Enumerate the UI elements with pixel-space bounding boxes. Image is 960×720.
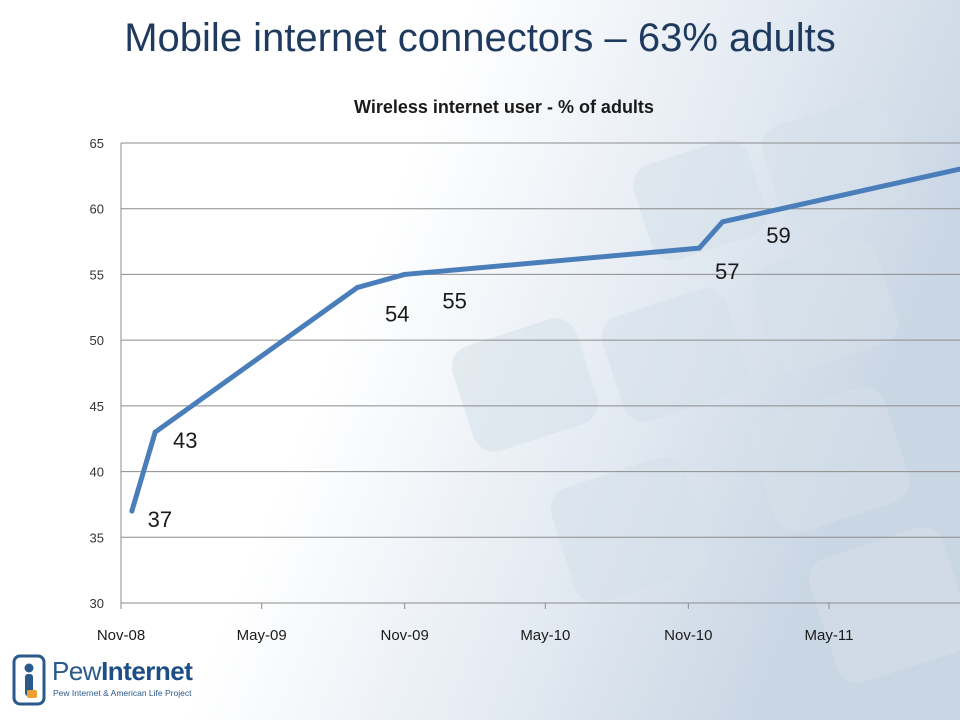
x-tick-label: May-11 — [805, 627, 854, 644]
data-labels: 37435455575963 — [148, 223, 791, 532]
logo-tagline: Pew Internet & American Life Project — [53, 688, 192, 698]
data-label: 55 — [442, 288, 466, 313]
pew-logo-icon — [12, 654, 46, 706]
y-tick-labels: 30 35 40 45 50 55 60 65 — [90, 136, 104, 611]
gridlines — [121, 142, 960, 538]
axes — [120, 143, 960, 609]
data-point — [956, 166, 960, 172]
logo-name-part1: Pew — [52, 656, 102, 686]
x-tick-label: Nov-08 — [97, 627, 145, 644]
data-point — [402, 271, 408, 277]
x-tick-labels: Nov-08 May-09 Nov-09 May-10 Nov-10 May-11 — [97, 627, 854, 644]
chart-title: Wireless internet user - % of adults — [354, 97, 654, 117]
y-tick-label: 35 — [90, 530, 104, 545]
slide-title: Mobile internet connectors – 63% adults — [124, 16, 836, 60]
series — [129, 166, 960, 514]
y-tick-label: 55 — [90, 267, 104, 282]
y-tick-label: 40 — [90, 465, 104, 480]
data-point — [129, 508, 135, 514]
data-label: 43 — [173, 428, 197, 453]
data-label: 59 — [766, 223, 790, 248]
x-tick-label: Nov-10 — [664, 627, 712, 644]
y-tick-label: 50 — [90, 333, 104, 348]
data-point — [152, 429, 158, 435]
x-tick-label: May-10 — [520, 627, 570, 644]
y-tick-label: 60 — [90, 202, 104, 217]
y-tick-label: 45 — [90, 399, 104, 414]
pew-internet-logo: PewInternet Pew Internet & American Life… — [12, 654, 212, 708]
data-point — [354, 285, 360, 291]
data-point — [696, 245, 702, 251]
x-tick-label: May-09 — [237, 627, 287, 644]
x-tick-label: Nov-09 — [380, 627, 428, 644]
y-tick-label: 65 — [90, 136, 104, 151]
logo-name: PewInternet — [52, 656, 193, 687]
data-point — [720, 219, 726, 225]
data-label: 54 — [385, 302, 409, 327]
logo-name-part2: Internet — [101, 656, 193, 686]
y-tick-label: 30 — [90, 596, 104, 611]
data-label: 57 — [715, 259, 739, 284]
data-label: 37 — [148, 507, 172, 532]
